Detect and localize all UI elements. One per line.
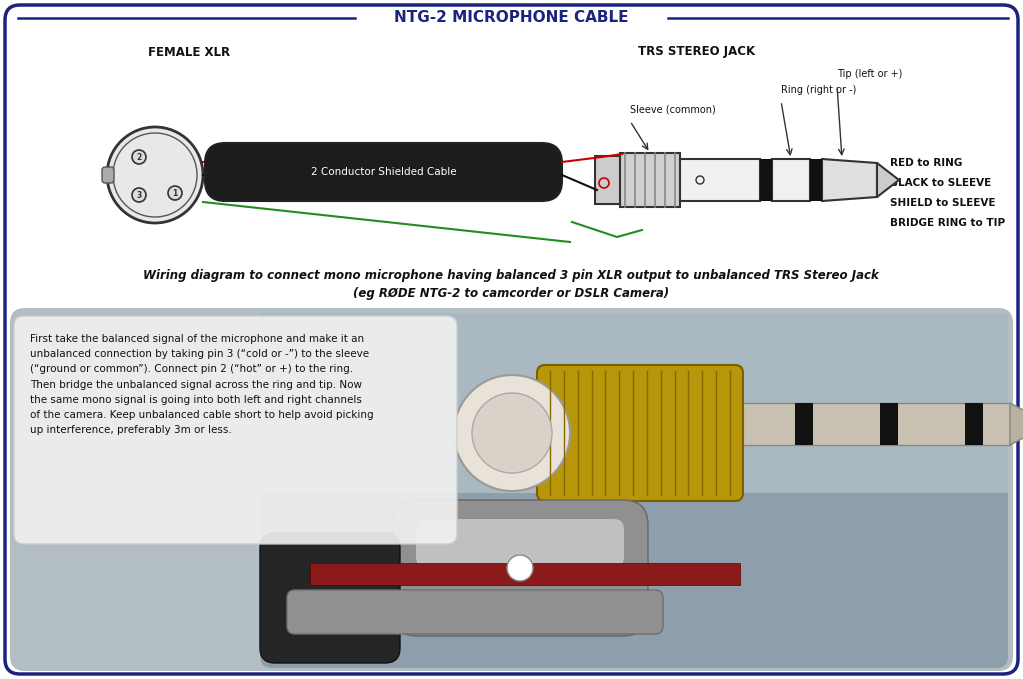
FancyBboxPatch shape bbox=[416, 519, 624, 567]
Text: Ring (right or -): Ring (right or -) bbox=[781, 85, 856, 95]
Circle shape bbox=[168, 186, 182, 200]
Text: 2: 2 bbox=[136, 153, 141, 162]
FancyBboxPatch shape bbox=[14, 316, 457, 544]
Text: BLACK to SLEEVE: BLACK to SLEEVE bbox=[890, 178, 991, 188]
Bar bbox=[680, 159, 760, 201]
Text: Sleeve (common): Sleeve (common) bbox=[630, 105, 716, 115]
Bar bbox=[620, 153, 680, 207]
Bar bbox=[740, 403, 1010, 445]
Bar bbox=[880, 403, 898, 445]
FancyBboxPatch shape bbox=[537, 365, 743, 501]
Bar bbox=[772, 159, 810, 201]
Text: SHIELD: SHIELD bbox=[212, 192, 252, 202]
Circle shape bbox=[696, 176, 704, 184]
Text: First take the balanced signal of the microphone and make it an
unbalanced conne: First take the balanced signal of the mi… bbox=[30, 334, 373, 435]
FancyBboxPatch shape bbox=[595, 156, 620, 204]
Bar bbox=[760, 159, 772, 201]
Bar bbox=[795, 403, 813, 445]
FancyBboxPatch shape bbox=[102, 167, 114, 183]
FancyBboxPatch shape bbox=[260, 313, 1008, 668]
Polygon shape bbox=[1010, 403, 1023, 445]
Text: BLACK: BLACK bbox=[212, 170, 248, 180]
Bar bbox=[965, 403, 983, 445]
Text: 2 Conductor Shielded Cable: 2 Conductor Shielded Cable bbox=[311, 167, 456, 177]
FancyBboxPatch shape bbox=[392, 500, 648, 636]
FancyBboxPatch shape bbox=[5, 5, 1018, 674]
Text: RED: RED bbox=[212, 157, 234, 167]
Circle shape bbox=[507, 555, 533, 581]
Text: 3: 3 bbox=[136, 191, 141, 200]
FancyBboxPatch shape bbox=[260, 533, 400, 663]
FancyBboxPatch shape bbox=[287, 590, 663, 634]
Text: 1: 1 bbox=[172, 189, 178, 198]
Circle shape bbox=[132, 188, 146, 202]
Polygon shape bbox=[822, 159, 877, 201]
Text: SHIELD to SLEEVE: SHIELD to SLEEVE bbox=[890, 198, 995, 208]
Text: FEMALE XLR: FEMALE XLR bbox=[148, 45, 230, 58]
Bar bbox=[310, 563, 740, 585]
Text: Wiring diagram to connect mono microphone having balanced 3 pin XLR output to un: Wiring diagram to connect mono microphon… bbox=[143, 268, 879, 282]
Circle shape bbox=[107, 127, 203, 223]
Text: (eg RØDE NTG-2 to camcorder or DSLR Camera): (eg RØDE NTG-2 to camcorder or DSLR Came… bbox=[353, 287, 669, 299]
Bar bbox=[810, 159, 822, 201]
Circle shape bbox=[132, 150, 146, 164]
Text: BRIDGE RING to TIP: BRIDGE RING to TIP bbox=[890, 218, 1006, 228]
Polygon shape bbox=[877, 163, 899, 197]
Text: RED to RING: RED to RING bbox=[890, 158, 963, 168]
FancyBboxPatch shape bbox=[10, 308, 1013, 671]
FancyBboxPatch shape bbox=[205, 143, 562, 201]
Text: NTG-2 MICROPHONE CABLE: NTG-2 MICROPHONE CABLE bbox=[394, 10, 628, 26]
Circle shape bbox=[454, 375, 570, 491]
Text: Tip (left or +): Tip (left or +) bbox=[837, 69, 902, 79]
Text: TRS STEREO JACK: TRS STEREO JACK bbox=[638, 45, 755, 58]
FancyBboxPatch shape bbox=[260, 313, 1008, 493]
Circle shape bbox=[472, 393, 552, 473]
